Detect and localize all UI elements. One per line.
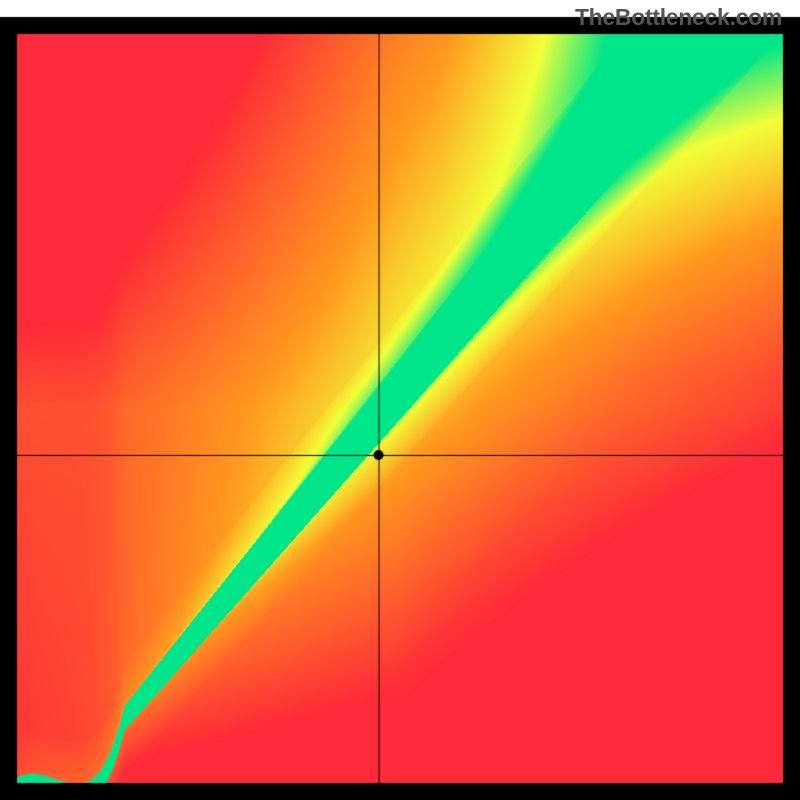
chart-container: TheBottleneck.com <box>0 0 800 800</box>
watermark-text: TheBottleneck.com <box>575 4 782 31</box>
bottleneck-heatmap <box>0 0 800 800</box>
